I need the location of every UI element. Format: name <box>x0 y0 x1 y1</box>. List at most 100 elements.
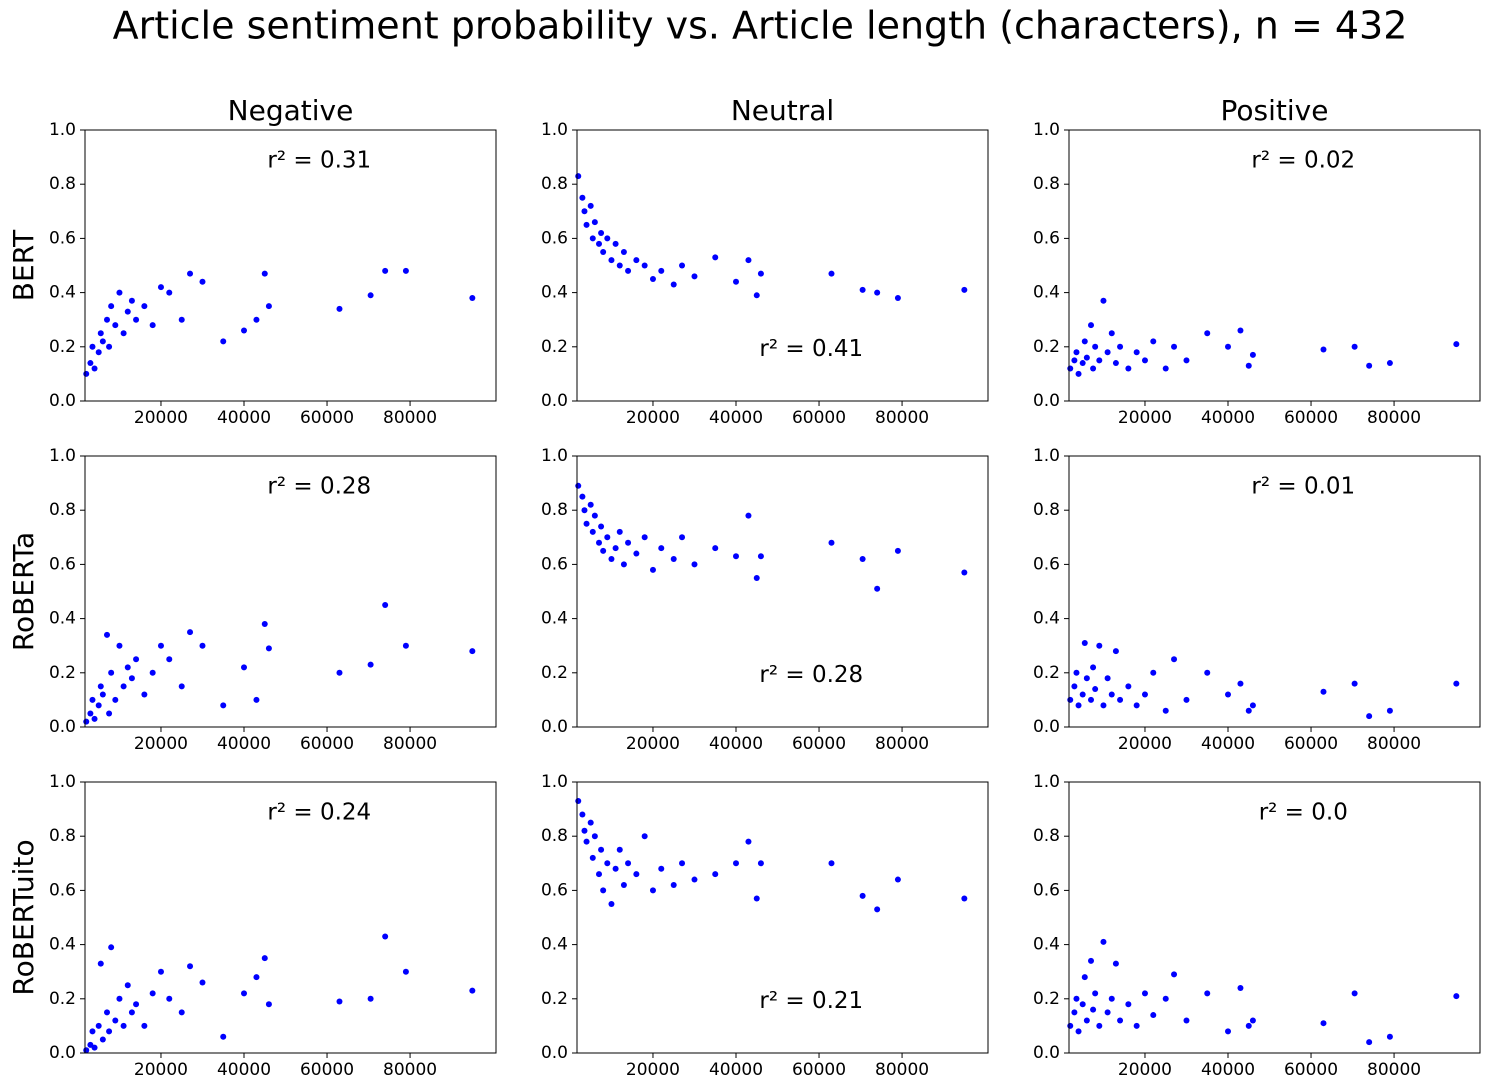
point <box>108 669 115 676</box>
y-tick-label: 0.2 <box>541 337 568 357</box>
x-tick-label: 40000 <box>217 408 271 428</box>
point <box>241 664 248 671</box>
point <box>1090 664 1097 671</box>
point <box>587 202 594 209</box>
point <box>1090 365 1097 372</box>
point <box>91 365 98 372</box>
point <box>579 493 586 500</box>
x-tick-label: 40000 <box>709 1060 763 1080</box>
point <box>894 876 901 883</box>
y-tick-label: 0.6 <box>541 228 568 248</box>
point <box>99 1036 106 1043</box>
point <box>1249 1017 1256 1024</box>
point <box>598 229 605 236</box>
point <box>600 248 607 255</box>
y-axis-label: BERT <box>7 229 40 301</box>
point <box>1162 707 1169 714</box>
point <box>649 566 656 573</box>
point <box>83 370 90 377</box>
point <box>608 257 615 264</box>
point <box>1453 680 1460 687</box>
point <box>670 281 677 288</box>
point <box>241 327 248 334</box>
point <box>579 194 586 201</box>
point <box>1117 1017 1124 1024</box>
point <box>1104 1009 1111 1016</box>
point <box>336 305 343 312</box>
point <box>99 338 106 345</box>
point <box>641 262 648 269</box>
point <box>99 691 106 698</box>
point <box>1171 656 1178 663</box>
point <box>604 235 611 242</box>
point <box>382 267 389 274</box>
y-tick-label: 0.8 <box>541 826 568 846</box>
y-tick-label: 0.0 <box>1033 717 1060 737</box>
point <box>579 811 586 818</box>
point <box>712 871 719 878</box>
point <box>128 675 135 682</box>
annotation: r² = 0.28 <box>759 662 863 688</box>
y-tick-label: 0.0 <box>541 391 568 411</box>
subplot-title: Neutral <box>731 94 834 127</box>
point <box>178 1009 185 1016</box>
point <box>633 871 640 878</box>
y-tick-label: 0.4 <box>541 283 568 303</box>
point <box>469 295 476 302</box>
point <box>1133 702 1140 709</box>
point <box>1092 686 1099 693</box>
point <box>104 631 111 638</box>
x-tick-label: 40000 <box>709 734 763 754</box>
point <box>199 642 206 649</box>
x-tick-label: 80000 <box>383 1060 437 1080</box>
point <box>1237 680 1244 687</box>
point <box>1075 370 1082 377</box>
point <box>220 702 227 709</box>
point <box>1088 957 1095 964</box>
point <box>1112 960 1119 967</box>
point <box>600 887 607 894</box>
point <box>859 555 866 562</box>
point <box>1141 357 1148 364</box>
y-tick-label: 0.0 <box>49 391 76 411</box>
point <box>1453 341 1460 348</box>
point <box>616 846 623 853</box>
y-tick-label: 0.2 <box>1033 337 1060 357</box>
point <box>1150 338 1157 345</box>
annotation: r² = 0.41 <box>759 336 863 362</box>
point <box>625 860 632 867</box>
y-tick-label: 0.4 <box>49 935 76 955</box>
point <box>753 895 760 902</box>
x-tick-label: 80000 <box>1367 408 1421 428</box>
point <box>382 602 389 609</box>
point <box>265 303 272 310</box>
point <box>658 865 665 872</box>
point <box>1083 675 1090 682</box>
point <box>220 338 227 345</box>
point <box>691 561 698 568</box>
point <box>598 523 605 530</box>
point <box>1071 1009 1078 1016</box>
point <box>733 860 740 867</box>
point <box>589 854 596 861</box>
point <box>1104 349 1111 356</box>
x-tick-label: 80000 <box>1367 1060 1421 1080</box>
point <box>1096 357 1103 364</box>
point <box>141 1022 148 1029</box>
point <box>828 270 835 277</box>
point <box>1096 642 1103 649</box>
point <box>1171 343 1178 350</box>
subplot-title: Negative <box>228 94 354 127</box>
point <box>961 286 968 293</box>
point <box>641 534 648 541</box>
point <box>1073 669 1080 676</box>
point <box>97 960 104 967</box>
point <box>598 846 605 853</box>
point <box>1112 360 1119 367</box>
point <box>633 257 640 264</box>
point <box>608 555 615 562</box>
x-tick-label: 20000 <box>134 408 188 428</box>
point <box>620 561 627 568</box>
point <box>1150 669 1157 676</box>
point <box>1366 362 1373 369</box>
